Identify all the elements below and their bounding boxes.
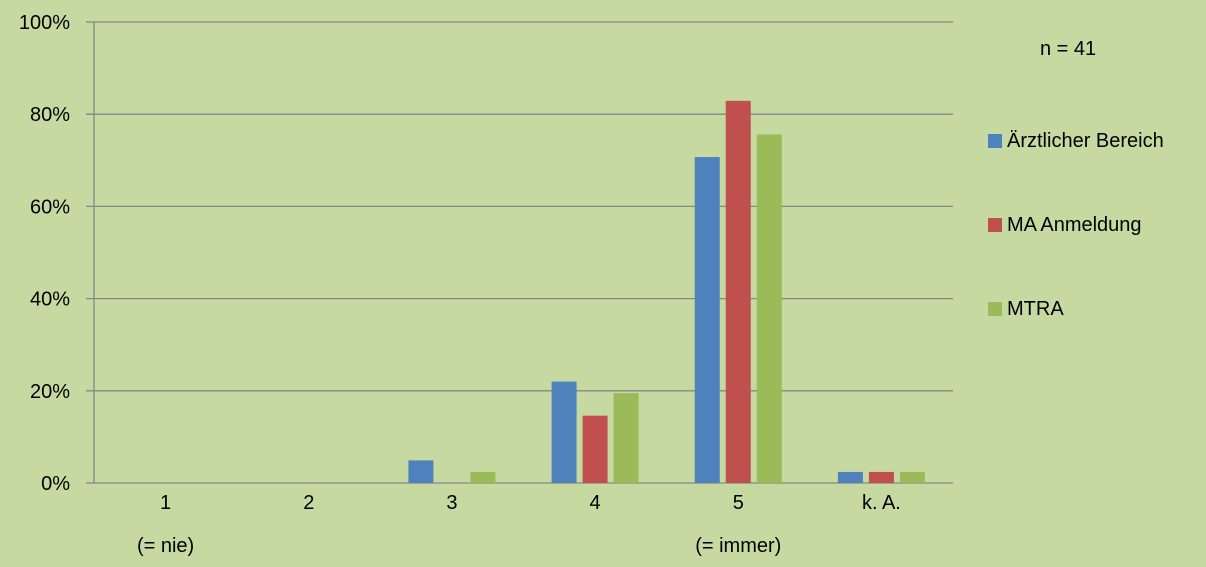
legend-label: MA Anmeldung [1007,213,1142,236]
x-tick-label: 1 [160,492,171,514]
legend-label: Ärztlicher Bereich [1007,129,1164,152]
legend-label: MTRA [1007,297,1064,320]
bar [694,157,720,483]
legend-swatch-red [988,218,1002,232]
bar [837,471,863,483]
bar [899,471,925,483]
bar [725,100,751,484]
y-tick-label: 0% [41,473,70,495]
legend-swatch-blue [988,134,1002,148]
legend-swatch-green [988,302,1002,316]
bar [613,393,639,483]
x-tick-label: 3 [446,492,457,514]
bar [756,134,782,483]
legend-item-mtra: MTRA [988,298,1164,320]
legend-item-ma-anmeldung: MA Anmeldung [988,214,1164,236]
bar [582,415,608,483]
bar [470,471,496,483]
y-tick-label: 60% [30,196,70,218]
x-tick-label: 2 [303,492,314,514]
x-tick-label: 5 [733,492,744,514]
legend-item-aerztlicher-bereich: Ärztlicher Bereich [988,130,1164,152]
y-tick-label: 40% [30,289,70,311]
x-tick-sublabel: (= nie) [137,535,194,557]
bar [551,381,577,483]
sample-size-annotation: n = 41 [1040,38,1097,60]
bar [868,471,894,483]
x-tick-label: 4 [590,492,601,514]
x-tick-sublabel: (= immer) [695,535,781,557]
y-tick-label: 100% [19,12,70,34]
bar [408,460,434,483]
x-tick-label: k. A. [862,492,901,514]
y-tick-label: 20% [30,381,70,403]
y-tick-label: 80% [30,104,70,126]
legend: Ärztlicher Bereich MA Anmeldung MTRA [988,130,1164,382]
